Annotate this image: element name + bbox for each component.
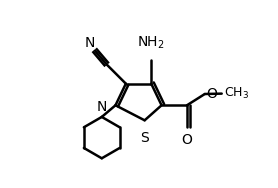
Text: CH$_3$: CH$_3$ bbox=[224, 86, 249, 101]
Text: NH$_2$: NH$_2$ bbox=[137, 34, 165, 51]
Text: S: S bbox=[140, 131, 149, 145]
Text: N: N bbox=[96, 100, 107, 114]
Text: O: O bbox=[182, 133, 192, 146]
Text: O: O bbox=[206, 87, 217, 101]
Text: N: N bbox=[85, 36, 95, 50]
